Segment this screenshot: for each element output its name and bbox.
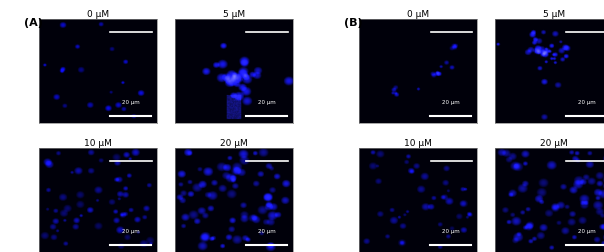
Text: 20 μm: 20 μm	[577, 228, 596, 233]
Text: 20 μm: 20 μm	[577, 100, 596, 105]
Title: 10 μM: 10 μM	[404, 139, 432, 148]
Title: 5 μM: 5 μM	[543, 10, 565, 19]
Text: 20 μm: 20 μm	[257, 228, 275, 233]
Title: 5 μM: 5 μM	[223, 10, 245, 19]
Text: (B): (B)	[344, 18, 363, 28]
Title: 20 μM: 20 μM	[220, 139, 248, 148]
Title: 10 μM: 10 μM	[84, 139, 112, 148]
Text: 20 μm: 20 μm	[257, 100, 275, 105]
Title: 0 μM: 0 μM	[87, 10, 109, 19]
Title: 20 μM: 20 μM	[541, 139, 568, 148]
Text: (A): (A)	[24, 18, 43, 28]
Text: 20 μm: 20 μm	[442, 100, 460, 105]
Text: 20 μm: 20 μm	[121, 228, 140, 233]
Title: 0 μM: 0 μM	[407, 10, 429, 19]
Text: 20 μm: 20 μm	[442, 228, 460, 233]
Text: 20 μm: 20 μm	[121, 100, 140, 105]
